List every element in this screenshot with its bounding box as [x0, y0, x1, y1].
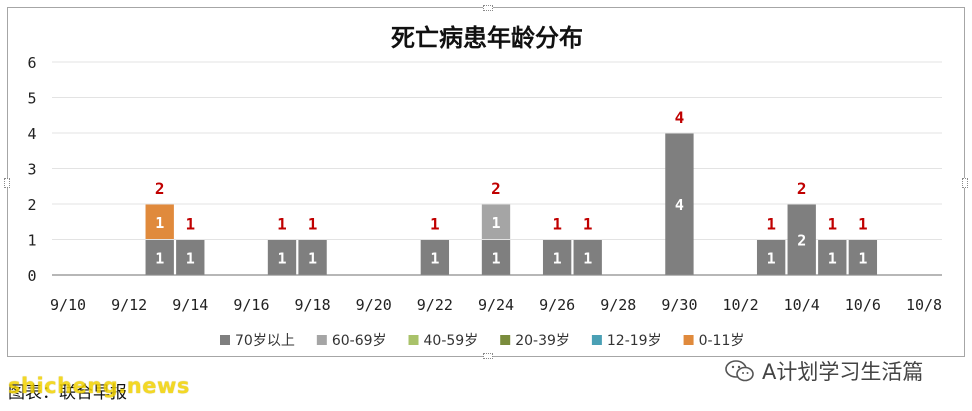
bar-total-label: 1	[583, 215, 593, 234]
bar-data-label: 1	[186, 249, 195, 267]
bar-total-label: 1	[552, 215, 562, 234]
bar-segment	[818, 240, 847, 275]
legend: 70岁以上 60-69岁 40-59岁 20-39岁 12-19岁 0-11岁	[220, 333, 744, 349]
legend-label: 0-11岁	[699, 333, 745, 349]
legend-label: 70岁以上	[235, 333, 295, 349]
legend-label: 12-19岁	[607, 333, 662, 349]
bar-segment	[665, 133, 694, 275]
site-watermark: shicheng.news	[8, 374, 190, 398]
bar-segment	[756, 240, 786, 275]
x-tick-label: 9/24	[478, 296, 514, 314]
x-tick-label: 9/16	[233, 296, 269, 314]
bar-segment	[787, 204, 816, 275]
x-tick-label: 10/8	[906, 296, 942, 314]
legend-label: 20-39岁	[515, 333, 570, 349]
wechat-icon	[725, 360, 754, 382]
x-tick-label: 9/14	[172, 296, 208, 314]
bar-data-label: 1	[828, 249, 837, 267]
bar-total-label: 2	[797, 179, 807, 198]
legend-swatch	[591, 335, 602, 345]
bar-data-label: 1	[155, 214, 164, 232]
bar-segment	[420, 240, 450, 275]
bar-segment	[267, 240, 297, 275]
bar-data-label: 2	[797, 232, 806, 250]
bar-data-label: 1	[308, 249, 317, 267]
bars: 1 1 1 1 1 1 1 1 1 1 4 1 2 1 1	[145, 133, 878, 275]
bar-total-label: 1	[858, 215, 868, 234]
x-tick-label: 10/2	[723, 296, 759, 314]
bar-segment	[481, 204, 511, 239]
legend-swatch	[316, 335, 327, 345]
x-tick-label: 9/12	[111, 296, 147, 314]
y-axis-ticks: 0 1 2 3 4 5 6	[27, 54, 36, 285]
x-tick-label: 9/18	[295, 296, 331, 314]
bar-data-label: 1	[491, 249, 500, 267]
resize-handle-left[interactable]	[4, 178, 10, 188]
resize-handle-top[interactable]	[483, 5, 493, 11]
x-tick-label: 9/30	[661, 296, 697, 314]
resize-handle-bottom[interactable]	[483, 353, 493, 359]
legend-swatch	[408, 335, 419, 345]
bar-total-label: 1	[308, 215, 318, 234]
x-tick-label: 9/10	[50, 296, 86, 314]
bar-total-label: 2	[155, 179, 165, 198]
bar-data-label: 1	[430, 249, 439, 267]
bar-segment	[573, 240, 602, 275]
y-tick-label: 5	[27, 90, 36, 108]
bar-segment	[481, 240, 511, 275]
bar-segment	[145, 204, 174, 239]
x-tick-label: 9/28	[600, 296, 636, 314]
bar-total-label: 1	[766, 215, 776, 234]
x-tick-label: 9/20	[356, 296, 392, 314]
bar-data-label: 1	[553, 249, 562, 267]
bar-total-label: 1	[185, 215, 195, 234]
account-name: A计划学习生活篇	[762, 360, 924, 384]
x-axis-ticks: 9/10 9/12 9/14 9/16 9/18 9/20 9/22 9/24 9/26 9/28…	[50, 296, 942, 314]
bar-segment	[542, 240, 572, 275]
resize-handle-right[interactable]	[962, 178, 968, 188]
bar-data-label: 1	[767, 249, 776, 267]
y-tick-label: 2	[27, 196, 36, 214]
bar-data-label: 1	[583, 249, 592, 267]
bar-total-label: 2	[491, 179, 501, 198]
y-tick-label: 0	[27, 267, 36, 285]
legend-label: 40-59岁	[424, 333, 479, 349]
legend-swatch	[683, 335, 694, 345]
y-tick-label: 6	[27, 54, 36, 72]
chart-title: 死亡病患年龄分布	[391, 24, 583, 52]
bar-segment	[145, 240, 174, 275]
total-labels: 2 1 1 1 1 2 1 1 4 1 2 1 1	[155, 108, 868, 234]
y-tick-label: 4	[27, 125, 36, 143]
y-tick-label: 1	[27, 232, 36, 250]
bar-total-label: 1	[827, 215, 837, 234]
bar-total-label: 1	[277, 215, 287, 234]
x-tick-label: 10/4	[784, 296, 820, 314]
bar-total-label: 4	[675, 108, 685, 127]
bar-segment	[848, 240, 878, 275]
bar-data-label: 1	[858, 249, 867, 267]
figure-caption: 图表：联合早报	[8, 383, 127, 403]
y-tick-label: 3	[27, 161, 36, 179]
bar-data-label: 4	[675, 196, 684, 214]
x-tick-label: 10/6	[845, 296, 881, 314]
x-tick-label: 9/22	[417, 296, 453, 314]
bar-total-label: 1	[430, 215, 440, 234]
bar-segment	[176, 240, 205, 275]
chart-frame	[4, 5, 968, 359]
bar-data-label: 1	[491, 214, 500, 232]
x-tick-label: 9/26	[539, 296, 575, 314]
account-watermark: A计划学习生活篇	[724, 356, 923, 386]
legend-swatch	[500, 335, 511, 345]
legend-label: 60-69岁	[332, 333, 387, 349]
bar-data-label: 1	[155, 249, 164, 267]
bar-data-label: 1	[277, 249, 286, 267]
legend-swatch	[220, 335, 230, 345]
bar-segment	[298, 240, 327, 275]
